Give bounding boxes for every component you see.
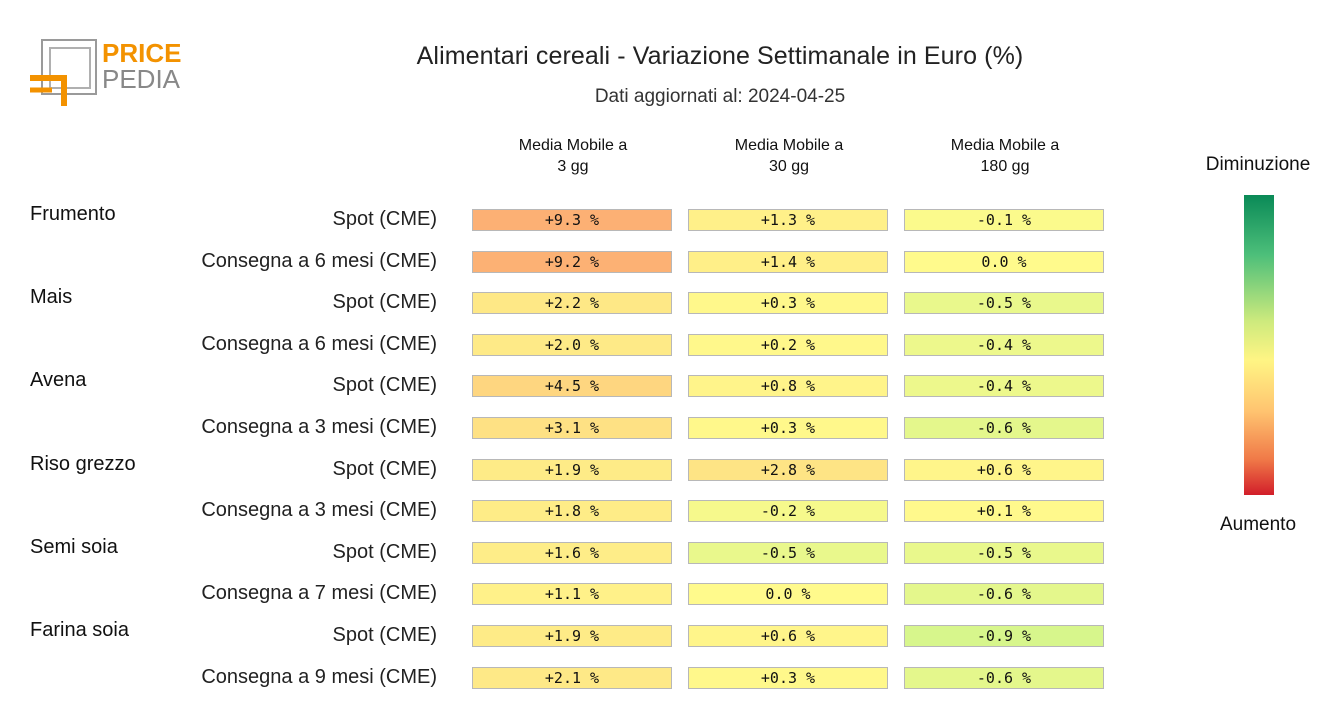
heatmap-cell: +1.1 %: [472, 583, 672, 606]
heatmap-cell: +2.8 %: [688, 458, 888, 481]
column-header-30gg-label: Media Mobile a 30 gg: [734, 137, 844, 175]
group-label: Frumento: [30, 203, 116, 225]
heatmap-cell: +9.2 %: [472, 250, 672, 273]
chart-title: Alimentari cereali - Variazione Settiman…: [416, 42, 1024, 70]
heatmap-cell: -0.5 %: [904, 541, 1104, 564]
row-label: Spot (CME): [332, 624, 437, 646]
heatmap-cell: +1.3 %: [688, 209, 888, 231]
heatmap-cell: -0.6 %: [904, 583, 1104, 606]
heatmap-cell: -0.2 %: [688, 500, 888, 523]
heatmap-cell: -0.1 %: [904, 209, 1104, 231]
legend-color-bar: [1244, 195, 1274, 495]
heatmap-cell: +0.6 %: [904, 458, 1104, 481]
row-label: Spot (CME): [332, 374, 437, 397]
group-label: Avena: [30, 369, 87, 392]
chart-subtitle: Dati aggiornati al: 2024-04-25: [594, 86, 846, 107]
heatmap-cell: -0.4 %: [904, 333, 1104, 356]
row-label: Spot (CME): [332, 208, 437, 230]
heatmap-cell: -0.4 %: [904, 375, 1104, 398]
column-header-180gg: Media Mobile a 180 gg: [904, 135, 1106, 177]
column-header-3gg-label: Media Mobile a 3 gg: [518, 137, 628, 175]
heatmap-cell: +1.9 %: [472, 625, 672, 647]
heatmap-cell: +0.1 %: [904, 500, 1104, 523]
row-label: Spot (CME): [332, 540, 437, 563]
row-label: Spot (CME): [332, 457, 437, 480]
heatmap-cell: +2.1 %: [472, 666, 672, 689]
row-label: Consegna a 3 mesi (CME): [201, 499, 437, 522]
logo-mark-icon: PRICE PEDIA: [30, 38, 181, 106]
heatmap-cell: -0.6 %: [904, 666, 1104, 689]
heatmap-cell: +0.6 %: [688, 625, 888, 647]
heatmap-cell: 0.0 %: [688, 583, 888, 606]
heatmap-cell: +1.9 %: [472, 458, 672, 481]
group-label: Semi soia: [30, 535, 118, 558]
pricepedia-logo: PRICE PEDIA: [30, 38, 190, 110]
column-header-30gg: Media Mobile a 30 gg: [688, 135, 890, 177]
row-label: Consegna a 6 mesi (CME): [201, 249, 437, 272]
row-label: Consegna a 9 mesi (CME): [201, 665, 437, 688]
heatmap-cell: -0.5 %: [688, 541, 888, 564]
group-label: Mais: [30, 286, 73, 309]
heatmap-cell: +2.2 %: [472, 292, 672, 315]
heatmap-cell: +0.3 %: [688, 666, 888, 689]
heatmap-cell: -0.9 %: [904, 625, 1104, 647]
row-label: Consegna a 7 mesi (CME): [201, 582, 437, 605]
row-label: Consegna a 3 mesi (CME): [201, 416, 437, 438]
heatmap-cell: +2.0 %: [472, 333, 672, 356]
heatmap-cell: +3.1 %: [472, 417, 672, 439]
group-label: Farina soia: [30, 619, 129, 641]
column-header-3gg: Media Mobile a 3 gg: [472, 135, 674, 177]
heatmap-cell: +0.2 %: [688, 333, 888, 356]
heatmap-cell: +0.8 %: [688, 375, 888, 398]
logo-word-1: PRICE: [102, 38, 181, 68]
heatmap-cell: +4.5 %: [472, 375, 672, 398]
heatmap-cell: +0.3 %: [688, 417, 888, 439]
column-header-180gg-label: Media Mobile a 180 gg: [950, 137, 1060, 175]
heatmap-cell: -0.5 %: [904, 292, 1104, 315]
legend-label-top: Diminuzione: [1205, 154, 1311, 175]
row-label: Consegna a 6 mesi (CME): [201, 332, 437, 355]
heatmap-cell: +1.6 %: [472, 541, 672, 564]
row-label: Spot (CME): [332, 291, 437, 314]
heatmap-cell: +0.3 %: [688, 292, 888, 315]
heatmap-cell: +1.8 %: [472, 500, 672, 523]
group-label: Riso grezzo: [30, 452, 136, 475]
heatmap-cell: +1.4 %: [688, 250, 888, 273]
heatmap-cell: +9.3 %: [472, 209, 672, 231]
heatmap-cell: -0.6 %: [904, 417, 1104, 439]
logo-word-2: PEDIA: [102, 64, 181, 94]
heatmap-cell: 0.0 %: [904, 250, 1104, 273]
legend-label-bottom: Aumento: [1219, 514, 1297, 535]
